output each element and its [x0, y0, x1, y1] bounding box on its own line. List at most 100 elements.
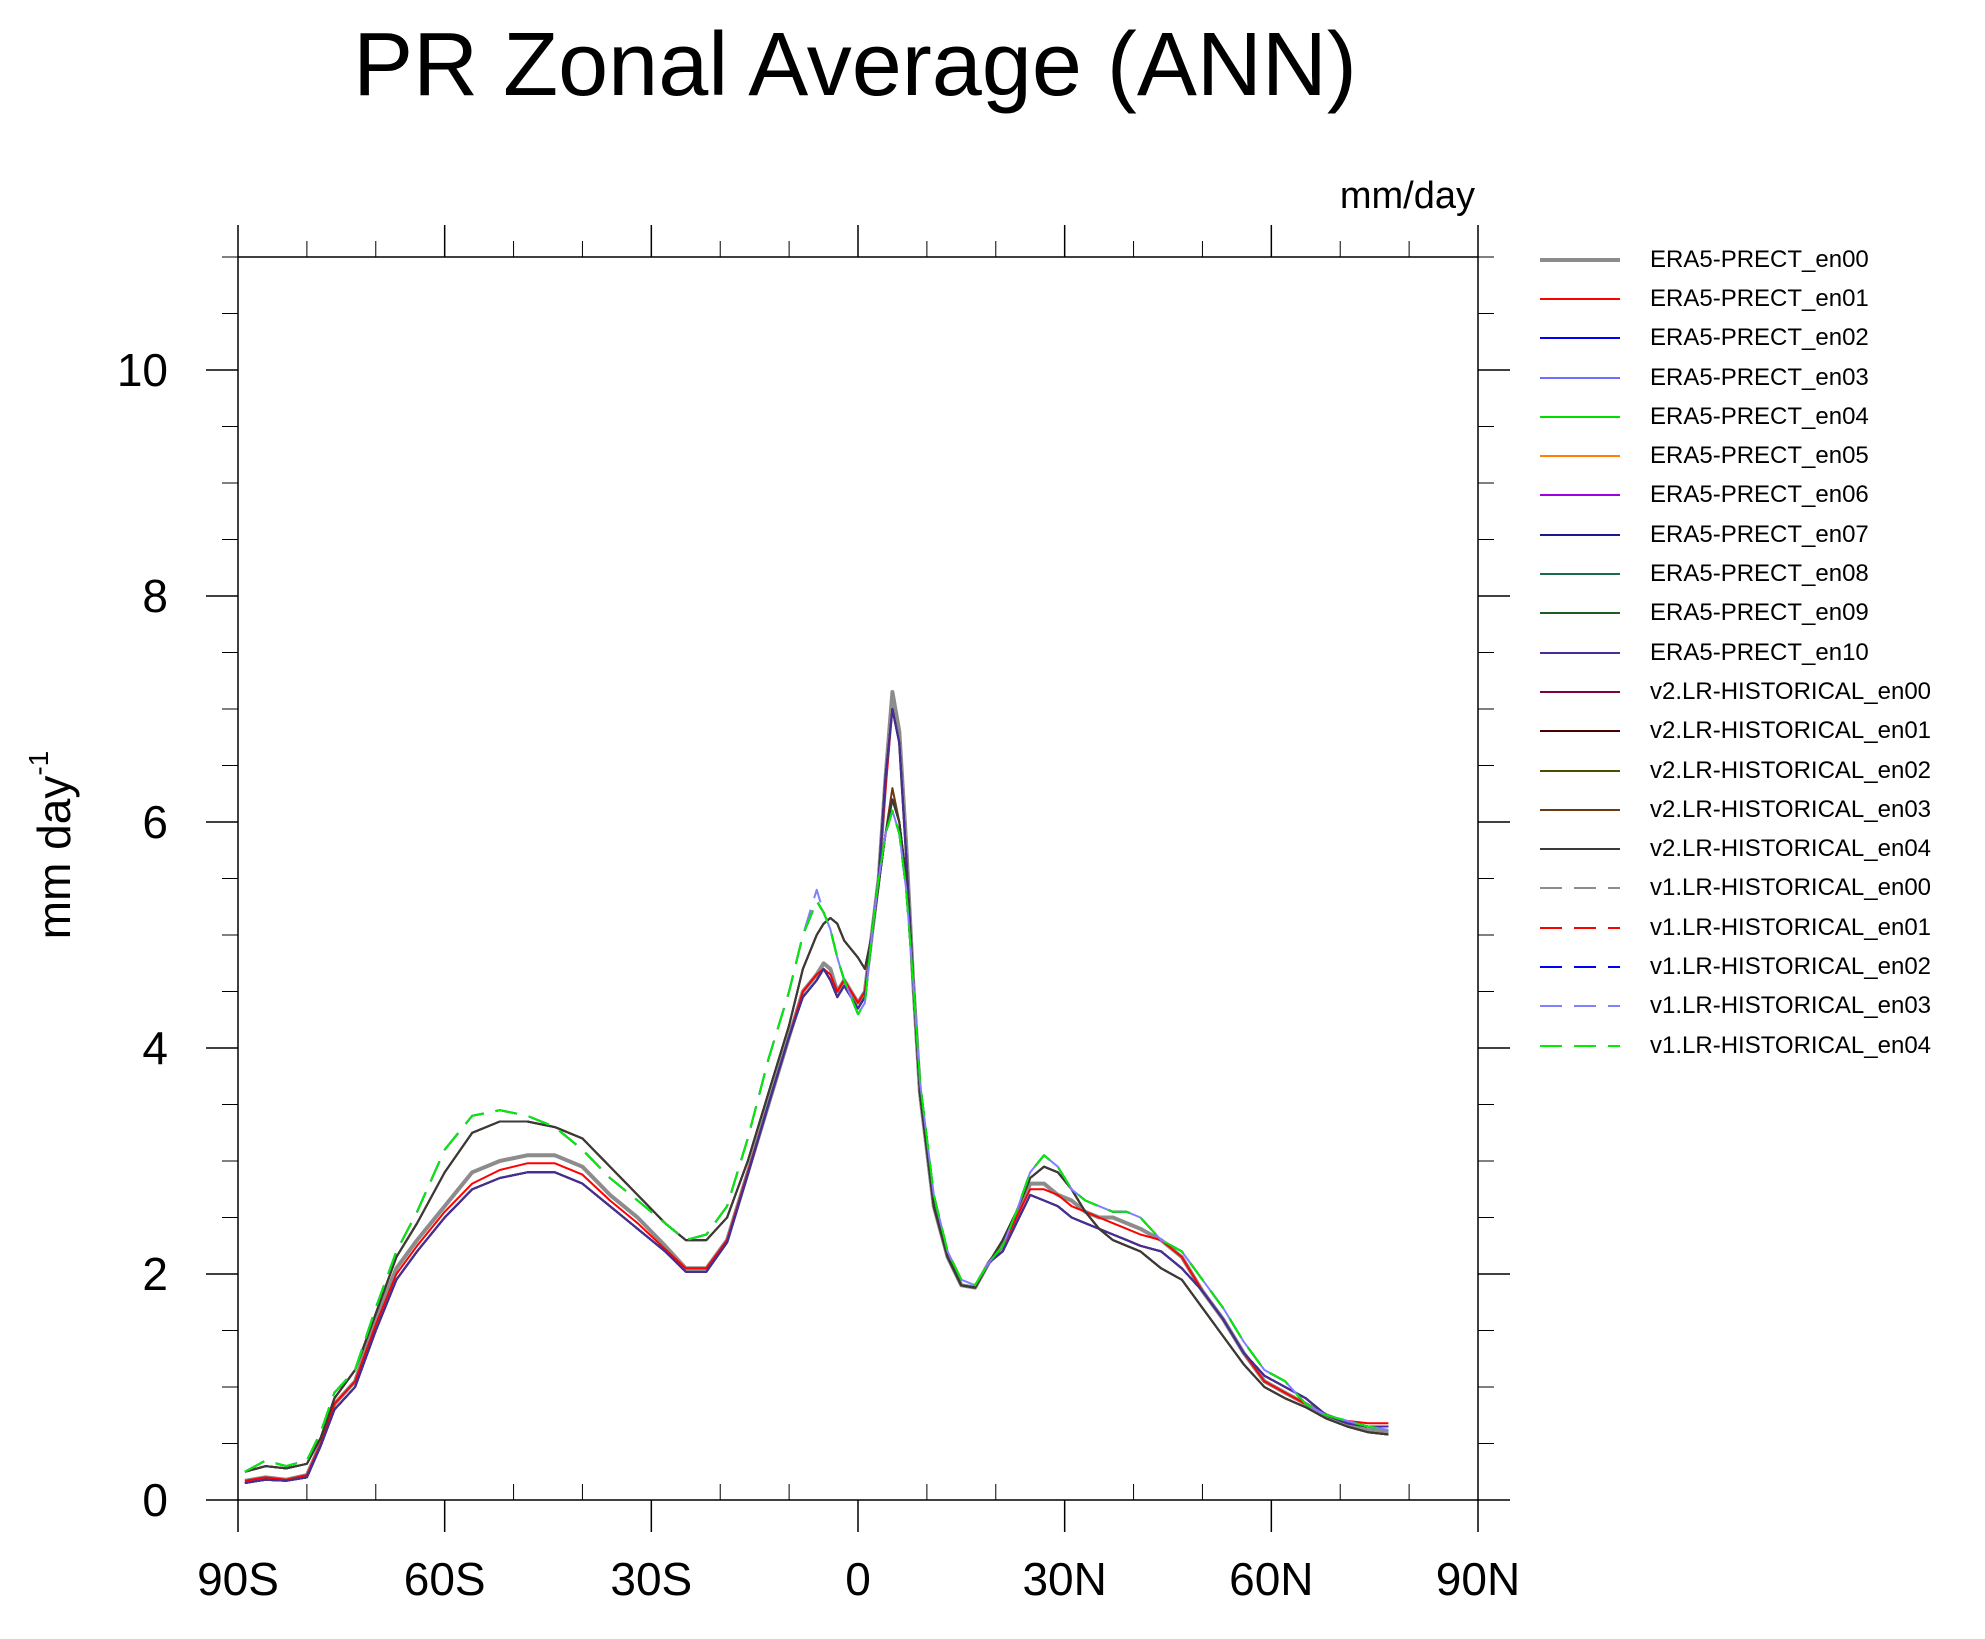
series-line-ERA5-PRECT_en01 [244, 708, 1389, 1482]
x-tick-label: 60N [1229, 1553, 1313, 1605]
y-tick-label: 2 [142, 1248, 168, 1300]
y-tick-label: 8 [142, 570, 168, 622]
axis-ticks [206, 225, 1510, 1532]
legend-label: ERA5-PRECT_en01 [1650, 284, 1869, 312]
x-tick-label: 60S [404, 1553, 486, 1605]
legend-item: ERA5-PRECT_en10 [1540, 633, 1931, 672]
legend-label: ERA5-PRECT_en04 [1650, 402, 1869, 430]
legend-item: v2.LR-HISTORICAL_en01 [1540, 712, 1931, 751]
legend-label: ERA5-PRECT_en07 [1650, 520, 1869, 548]
legend-swatch [1540, 257, 1620, 262]
legend-swatch [1540, 297, 1620, 300]
legend-label: v2.LR-HISTORICAL_en04 [1650, 835, 1932, 863]
series-line-v1.LR-HISTORICAL_en01 [244, 809, 1389, 1473]
legend: ERA5-PRECT_en00 ERA5-PRECT_en01 ERA5-PRECT… [1540, 240, 1931, 1065]
legend-swatch [1540, 337, 1620, 340]
series-line-v1.LR-HISTORICAL_en04 [244, 809, 1389, 1473]
legend-item: v1.LR-HISTORICAL_en03 [1540, 987, 1931, 1026]
legend-swatch [1540, 612, 1620, 615]
legend-label: ERA5-PRECT_en08 [1650, 560, 1869, 588]
legend-swatch [1540, 926, 1620, 929]
legend-item: ERA5-PRECT_en06 [1540, 476, 1931, 515]
series-lines [244, 690, 1389, 1484]
legend-item: v2.LR-HISTORICAL_en02 [1540, 751, 1931, 790]
series-line-v1.LR-HISTORICAL_en03 [244, 809, 1389, 1473]
legend-swatch [1540, 415, 1620, 418]
legend-item: ERA5-PRECT_en02 [1540, 319, 1931, 358]
series-line-v1.LR-HISTORICAL_en02 [244, 809, 1389, 1473]
legend-label: v1.LR-HISTORICAL_en03 [1650, 992, 1932, 1020]
legend-item: v2.LR-HISTORICAL_en03 [1540, 790, 1931, 829]
legend-item: v1.LR-HISTORICAL_en00 [1540, 869, 1931, 908]
x-tick-label: 30S [610, 1553, 692, 1605]
x-tick-label: 0 [845, 1553, 871, 1605]
legend-swatch [1540, 730, 1620, 733]
legend-label: ERA5-PRECT_en00 [1650, 245, 1869, 273]
legend-swatch [1540, 1005, 1620, 1008]
legend-swatch [1540, 376, 1620, 379]
legend-item: ERA5-PRECT_en01 [1540, 279, 1931, 318]
legend-swatch [1540, 533, 1620, 536]
series-line-ERA5-PRECT_en02 [244, 708, 1389, 1484]
series-line-ERA5-PRECT_en08 [244, 708, 1389, 1484]
legend-label: v2.LR-HISTORICAL_en01 [1650, 717, 1932, 745]
legend-swatch [1540, 887, 1620, 890]
legend-swatch [1540, 651, 1620, 654]
series-line-v2.LR-HISTORICAL_en02 [244, 798, 1389, 1473]
legend-item: ERA5-PRECT_en03 [1540, 358, 1931, 397]
legend-item: ERA5-PRECT_en00 [1540, 240, 1931, 279]
series-line-ERA5-PRECT_en00 [244, 690, 1389, 1483]
legend-label: v1.LR-HISTORICAL_en01 [1650, 913, 1932, 941]
tick-labels: 90S 60S 30S 0 30N 60N 90N 0 2 4 6 8 10 [117, 344, 1520, 1605]
series-line-v2.LR-HISTORICAL_en00 [244, 798, 1389, 1473]
series-line-ERA5-PRECT_en10 [244, 708, 1389, 1484]
legend-swatch [1540, 848, 1620, 851]
y-axis-title: mm day-1 [23, 751, 80, 940]
series-line-ERA5-PRECT_en03 [244, 708, 1389, 1484]
series-line-ERA5-PRECT_en05 [244, 708, 1389, 1484]
legend-item: v2.LR-HISTORICAL_en00 [1540, 672, 1931, 711]
legend-item: ERA5-PRECT_en04 [1540, 397, 1931, 436]
legend-label: v2.LR-HISTORICAL_en00 [1650, 677, 1932, 705]
y-tick-label: 6 [142, 796, 168, 848]
legend-swatch [1540, 808, 1620, 811]
y-tick-label: 4 [142, 1022, 168, 1074]
legend-swatch [1540, 690, 1620, 693]
y-tick-label: 10 [117, 344, 168, 396]
legend-label: ERA5-PRECT_en06 [1650, 481, 1869, 509]
legend-item: v1.LR-HISTORICAL_en04 [1540, 1026, 1931, 1065]
legend-swatch [1540, 573, 1620, 576]
legend-label: ERA5-PRECT_en02 [1650, 324, 1869, 352]
legend-label: ERA5-PRECT_en09 [1650, 599, 1869, 627]
series-line-ERA5-PRECT_en07 [244, 708, 1389, 1484]
legend-label: ERA5-PRECT_en10 [1650, 638, 1869, 666]
legend-label: ERA5-PRECT_en05 [1650, 442, 1869, 470]
legend-swatch [1540, 455, 1620, 458]
legend-item: ERA5-PRECT_en07 [1540, 515, 1931, 554]
legend-swatch [1540, 965, 1620, 968]
legend-swatch [1540, 1044, 1620, 1047]
series-line-ERA5-PRECT_en04 [244, 708, 1389, 1484]
legend-item: ERA5-PRECT_en05 [1540, 436, 1931, 475]
y-tick-label: 0 [142, 1474, 168, 1526]
series-line-ERA5-PRECT_en06 [244, 708, 1389, 1484]
legend-label: v1.LR-HISTORICAL_en04 [1650, 1031, 1932, 1059]
legend-item: v2.LR-HISTORICAL_en04 [1540, 829, 1931, 868]
legend-label: ERA5-PRECT_en03 [1650, 363, 1869, 391]
legend-label: v2.LR-HISTORICAL_en03 [1650, 795, 1932, 823]
x-tick-label: 90N [1436, 1553, 1520, 1605]
legend-item: v1.LR-HISTORICAL_en01 [1540, 908, 1931, 947]
x-tick-label: 90S [197, 1553, 279, 1605]
legend-label: v2.LR-HISTORICAL_en02 [1650, 756, 1932, 784]
chart-title: PR Zonal Average (ANN) [353, 15, 1357, 115]
legend-item: ERA5-PRECT_en09 [1540, 594, 1931, 633]
plot-frame [237, 256, 1479, 1501]
x-tick-label: 30N [1022, 1553, 1106, 1605]
legend-label: v1.LR-HISTORICAL_en00 [1650, 874, 1932, 902]
series-line-v2.LR-HISTORICAL_en04 [244, 798, 1389, 1473]
series-line-ERA5-PRECT_en09 [244, 708, 1389, 1484]
y-axis-title-superscript: -1 [23, 751, 54, 776]
legend-item: v1.LR-HISTORICAL_en02 [1540, 947, 1931, 986]
units-label: mm/day [1340, 175, 1475, 217]
